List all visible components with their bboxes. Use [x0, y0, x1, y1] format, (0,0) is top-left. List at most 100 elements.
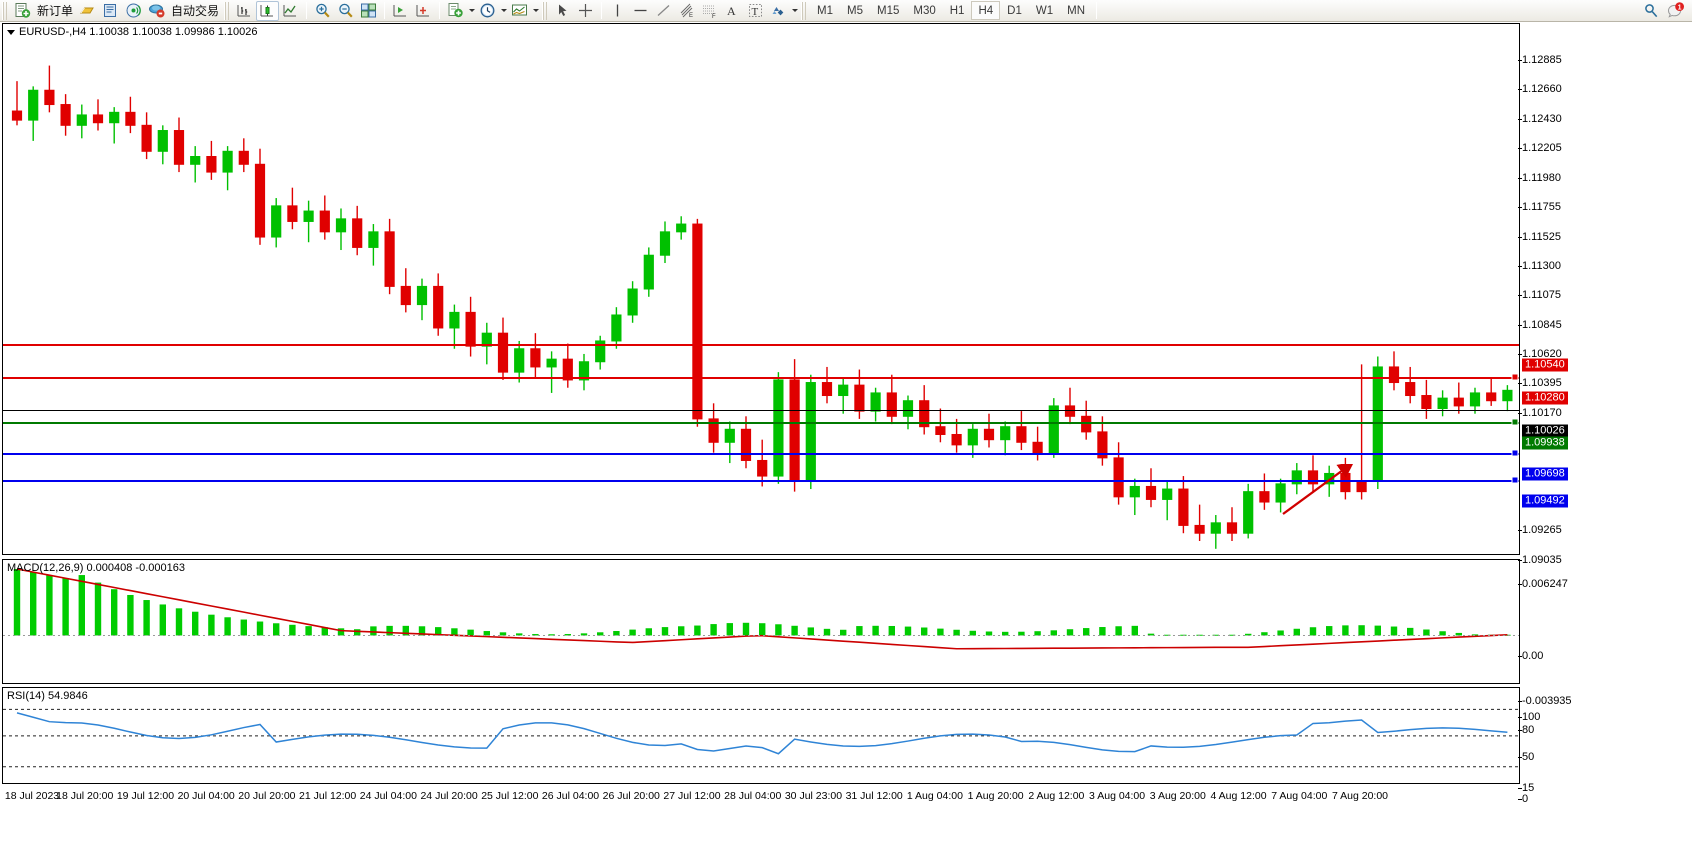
search-icon[interactable] — [1639, 1, 1663, 21]
tile-windows-icon[interactable] — [357, 1, 380, 21]
template-dropdown-caret[interactable] — [467, 1, 476, 21]
price-level-line[interactable] — [3, 410, 1519, 412]
cursor-icon[interactable] — [551, 1, 574, 21]
line-chart-icon[interactable] — [279, 1, 302, 21]
crosshair-icon[interactable] — [574, 1, 597, 21]
signal-icon[interactable] — [122, 1, 145, 21]
fibonacci-icon[interactable]: F — [698, 1, 721, 21]
rsi-label[interactable]: RSI(14) 54.9846 — [7, 690, 88, 702]
bar-chart-icon[interactable] — [233, 1, 256, 21]
price-level-badge[interactable]: 1.09938 — [1522, 436, 1568, 450]
time-tick: 20 Jul 20:00 — [238, 790, 296, 802]
price-tick: 1.12660 — [1518, 83, 1562, 96]
rsi-tick: 100 — [1517, 710, 1541, 723]
price-tick: 1.11980 — [1518, 171, 1561, 184]
timeframe-m1[interactable]: M1 — [817, 4, 834, 17]
indicators-icon[interactable] — [508, 1, 531, 21]
price-level-handle[interactable] — [1511, 373, 1519, 381]
rsi-tick: 80 — [1517, 724, 1535, 737]
price-tick: 1.11300 — [1518, 259, 1561, 272]
time-tick: 1 Aug 20:00 — [967, 790, 1024, 802]
rsi-tick: 50 — [1517, 750, 1535, 763]
timeframe-d1[interactable]: D1 — [1007, 4, 1022, 17]
hline-icon[interactable] — [629, 1, 652, 21]
macd-label[interactable]: MACD(12,26,9) 0.000408 -0.000163 — [7, 562, 185, 574]
macd-tick: 0.00 — [1517, 650, 1544, 663]
price-level-handle[interactable] — [1511, 476, 1519, 484]
toolbar-grip-4[interactable] — [801, 1, 809, 20]
rsi-axis: 100 80 50 15 0 — [1517, 709, 1692, 806]
candlestick-icon[interactable] — [256, 0, 280, 21]
timeframe-h1[interactable]: H1 — [949, 4, 965, 17]
trendline-icon[interactable] — [652, 1, 675, 21]
price-level-badge[interactable]: 1.10540 — [1522, 358, 1568, 372]
autotrade-label[interactable]: 自动交易 — [171, 4, 220, 18]
macd-panel[interactable]: MACD(12,26,9) 0.000408 -0.000163 — [2, 559, 1520, 684]
rsi-panel[interactable]: RSI(14) 54.9846 — [2, 687, 1520, 784]
time-tick: 7 Aug 20:00 — [1331, 790, 1389, 802]
vline-icon[interactable] — [606, 1, 629, 21]
price-level-handle[interactable] — [1511, 418, 1519, 426]
time-tick: 24 Jul 04:00 — [359, 790, 417, 802]
toolbar-grip-3[interactable] — [542, 1, 550, 20]
price-tick: 1.11755 — [1518, 200, 1561, 213]
chart-symbol-label[interactable]: EURUSD-,H4 1.10038 1.10038 1.09986 1.100… — [7, 26, 258, 38]
gold-bar-icon[interactable] — [76, 1, 99, 21]
timeframe-m5[interactable]: M5 — [847, 4, 863, 17]
template-icon[interactable] — [444, 1, 467, 21]
autotrade-icon[interactable] — [145, 1, 168, 21]
new-order-icon[interactable] — [11, 1, 34, 21]
price-level-badge[interactable]: 1.09698 — [1522, 467, 1568, 481]
time-tick: 4 Aug 12:00 — [1210, 790, 1267, 802]
zoom-in-icon[interactable] — [311, 1, 334, 21]
text-label-icon[interactable]: A — [721, 1, 744, 21]
price-tick: 1.09035 — [1518, 554, 1562, 567]
auto-scroll-icon[interactable] — [412, 1, 435, 21]
equidistant-channel-icon[interactable]: E — [675, 1, 698, 21]
svg-text:T: T — [752, 6, 759, 18]
timeframe-h4[interactable]: H4 — [971, 1, 1001, 20]
price-tick: 1.12885 — [1518, 53, 1562, 66]
new-order-label[interactable]: 新订单 — [37, 4, 74, 18]
toolbar-grip-2[interactable] — [224, 1, 232, 20]
price-chart-panel[interactable]: EURUSD-,H4 1.10038 1.10038 1.09986 1.100… — [2, 23, 1520, 555]
macd-axis: 0.006247 0.00 -0.003935 — [1517, 578, 1692, 707]
notification-bell-icon[interactable]: 1 — [1663, 1, 1688, 21]
price-tick: 1.12205 — [1518, 142, 1562, 155]
terminal-icon[interactable] — [99, 1, 122, 21]
price-tick: 1.10170 — [1518, 406, 1562, 419]
price-level-badge[interactable]: 1.10280 — [1522, 391, 1568, 405]
price-level-handle[interactable] — [1511, 449, 1519, 457]
price-tick: 1.12430 — [1518, 113, 1562, 126]
price-level-badge[interactable]: 1.10026 — [1522, 424, 1568, 438]
text-box-icon[interactable]: T — [744, 1, 767, 21]
time-axis[interactable]: 18 Jul 2023 18 Jul 20:00 19 Jul 12:00 20 Ju… — [2, 787, 1520, 807]
zoom-out-icon[interactable] — [334, 1, 357, 21]
timeframe-m30[interactable]: M30 — [913, 4, 936, 17]
price-level-line[interactable] — [3, 452, 1519, 455]
timeframe-m15[interactable]: M15 — [877, 4, 900, 17]
time-tick: 24 Jul 20:00 — [420, 790, 478, 802]
price-level-line[interactable] — [3, 377, 1519, 380]
chart-shift-icon[interactable] — [389, 1, 412, 21]
time-tick: 27 Jul 12:00 — [663, 790, 721, 802]
shapes-icon[interactable] — [767, 1, 790, 21]
price-level-line[interactable] — [3, 343, 1519, 346]
price-axis[interactable]: 1.12885 1.12660 1.12430 1.12205 1.11980 1.117… — [1518, 45, 1692, 577]
price-tick: 1.11075 — [1518, 289, 1561, 302]
shapes-dropdown-caret[interactable] — [790, 1, 799, 21]
macd-plot — [3, 568, 1519, 650]
price-level-badge[interactable]: 1.09492 — [1522, 494, 1568, 508]
price-level-line[interactable] — [3, 421, 1519, 424]
toolbar-grip[interactable] — [2, 1, 9, 20]
time-tick: 26 Jul 04:00 — [541, 790, 600, 802]
timeframe-w1[interactable]: W1 — [1035, 4, 1054, 17]
timeframe-mn[interactable]: MN — [1067, 4, 1085, 17]
period-dropdown-caret[interactable] — [499, 1, 508, 21]
collapse-triangle-icon[interactable] — [7, 29, 15, 35]
price-level-line[interactable] — [3, 479, 1519, 482]
indicators-dropdown-caret[interactable] — [531, 1, 540, 21]
time-tick: 19 Jul 12:00 — [116, 790, 175, 802]
period-icon[interactable] — [476, 1, 499, 21]
time-tick: 1 Aug 04:00 — [906, 790, 963, 802]
